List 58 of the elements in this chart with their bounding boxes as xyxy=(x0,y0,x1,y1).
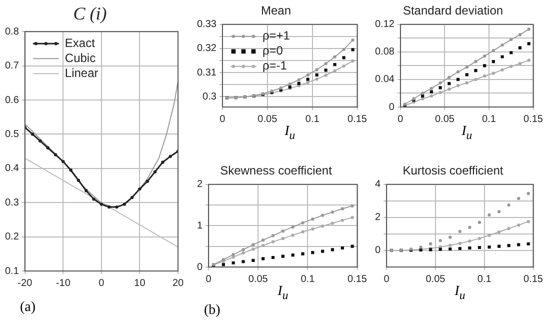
legend-label: Exact xyxy=(64,36,96,50)
x-tick-label: 0.1 xyxy=(300,274,316,285)
x-tick-label: 0.05 xyxy=(258,114,278,125)
x-tick-label: 0 xyxy=(220,114,226,125)
y-tick-label: 0 xyxy=(375,245,381,256)
y-tick-label: 0.4 xyxy=(4,163,20,174)
y-tick-label: 0.08 xyxy=(374,46,395,58)
x-axis-title: I$_{u}$ xyxy=(278,284,288,302)
y-tick-label: 0.04 xyxy=(374,74,395,86)
x-axis-title: I$_{u}$ xyxy=(284,124,296,142)
x-tick-label: 0.15 xyxy=(348,274,368,285)
y-tick-label: 0.7 xyxy=(4,60,20,72)
text: (a) xyxy=(20,300,36,316)
y-tick-label: 4 xyxy=(375,179,381,190)
x-tick-label: 0.15 xyxy=(524,114,544,125)
x-tick-label: 0.1 xyxy=(482,114,496,125)
chart-title: Mean xyxy=(260,4,292,18)
y-tick-label: 0.1 xyxy=(4,266,20,277)
x-tick-label: 0.05 xyxy=(426,274,446,285)
y-tick-label: 0.32 xyxy=(196,43,217,54)
y-tick-label: 0 xyxy=(388,102,395,113)
x-tick-label: 0 xyxy=(398,114,404,125)
y-tick-label: 2 xyxy=(197,179,203,190)
x-axis-title: I$_{u}$ xyxy=(462,124,472,142)
y-tick-label: 2 xyxy=(375,212,381,224)
y-tick-label: 0.5 xyxy=(4,128,20,140)
x-tick-label: -20 xyxy=(18,278,33,289)
legend-label: Cubic xyxy=(64,50,96,65)
x-tick-label: 0.1 xyxy=(477,274,492,285)
y-tick-label: 0.3 xyxy=(4,197,20,208)
chart-title: C (i) xyxy=(73,4,107,24)
x-tick-label: 10 xyxy=(134,278,146,289)
x-tick-label: -10 xyxy=(56,278,71,289)
y-tick-label: 0.3 xyxy=(202,91,217,102)
chart-title: Kurtosis coefficient xyxy=(402,164,504,178)
x-tick-label: 0.15 xyxy=(348,114,368,125)
legend-label: ρ=+1 xyxy=(262,28,290,43)
y-tick-label: 0 xyxy=(197,262,203,273)
x-tick-label: 0 xyxy=(98,278,105,289)
y-tick-label: 0.31 xyxy=(196,67,217,78)
y-tick-label: 0.2 xyxy=(4,232,20,243)
y-tick-label: 0.8 xyxy=(4,26,20,38)
x-tick-label: 0.15 xyxy=(524,274,544,285)
legend-label: Linear xyxy=(64,66,98,80)
chart-title: Skewness coefficient xyxy=(220,164,333,178)
x-tick-label: 0.05 xyxy=(434,114,455,125)
y-tick-label: 0.33 xyxy=(196,19,217,30)
y-tick-label: 0.6 xyxy=(4,94,20,106)
chart-title: Standard deviation xyxy=(402,4,504,18)
legend-label: ρ=-1 xyxy=(262,58,288,73)
x-tick-label: 0.1 xyxy=(305,114,320,125)
text: (b) xyxy=(204,303,220,319)
y-tick-label: 1 xyxy=(197,220,203,232)
x-tick-label: 0.05 xyxy=(248,274,268,285)
y-tick-label: 0.12 xyxy=(374,19,395,30)
x-tick-label: 20 xyxy=(172,278,184,289)
x-axis-title: I$_{u}$ xyxy=(454,284,466,302)
legend-label: ρ=0 xyxy=(262,44,284,58)
